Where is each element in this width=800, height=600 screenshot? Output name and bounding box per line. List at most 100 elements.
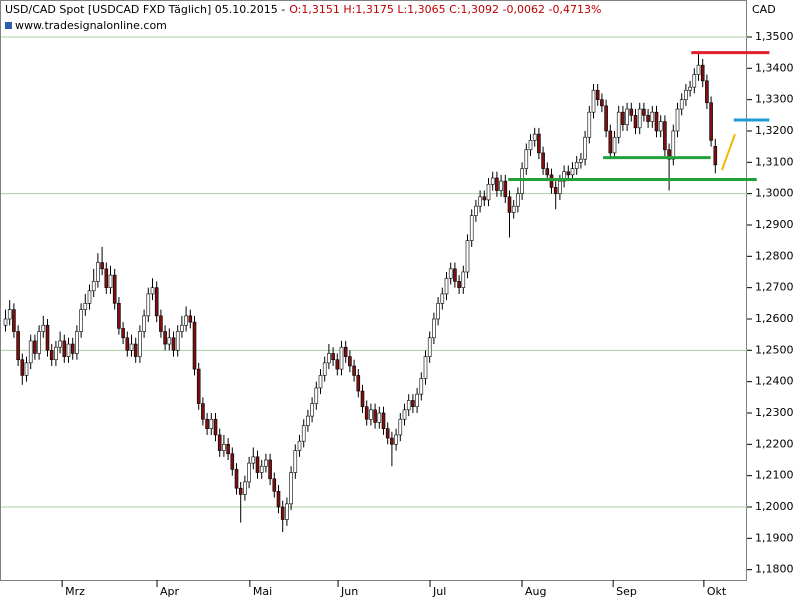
y-axis-label: CAD xyxy=(752,3,776,16)
y-tick-label: 1,2200 xyxy=(755,437,794,450)
candle-body xyxy=(272,478,277,492)
candle-body xyxy=(532,133,537,141)
y-tick-label: 1,3500 xyxy=(755,30,794,43)
y-tick-label: 1,2400 xyxy=(755,375,794,388)
candle-body xyxy=(62,340,67,357)
candle-body xyxy=(679,99,684,110)
candle-body xyxy=(255,456,260,473)
candle-body xyxy=(167,337,172,345)
x-tick-label: Aug xyxy=(525,585,546,598)
candle-body xyxy=(7,309,12,320)
trend-line xyxy=(720,133,736,171)
candle-body xyxy=(150,287,155,295)
candle-body xyxy=(230,453,235,470)
candle-body xyxy=(142,315,146,332)
candle-body xyxy=(444,277,449,295)
candle-body xyxy=(125,337,130,351)
candle-body xyxy=(213,418,218,436)
candle-body xyxy=(75,331,79,354)
candle-body xyxy=(12,309,16,332)
candle-body xyxy=(96,262,100,282)
candle-body xyxy=(490,177,495,185)
candle-body xyxy=(583,136,587,160)
y-tick-label: 1,2900 xyxy=(755,218,794,231)
candle-body xyxy=(222,444,226,451)
candle-body xyxy=(381,412,386,429)
candle-body xyxy=(184,315,188,326)
candle-body xyxy=(705,80,709,104)
candle-body xyxy=(16,331,20,361)
candle-body xyxy=(688,86,692,91)
candle-body xyxy=(633,115,638,129)
candle-body xyxy=(154,287,159,317)
candle-body xyxy=(591,89,596,113)
candle-body xyxy=(87,290,92,304)
candle-body xyxy=(566,171,571,176)
candle-body xyxy=(264,459,268,467)
candle-body xyxy=(364,406,369,420)
y-tick-label: 1,3100 xyxy=(755,155,794,168)
candle-body xyxy=(259,465,264,473)
candle-body xyxy=(629,108,634,116)
candle-body xyxy=(133,343,138,357)
candle-body xyxy=(646,115,650,122)
candle-body xyxy=(301,425,306,442)
candle-body xyxy=(612,136,617,154)
candle-body xyxy=(322,362,327,376)
candle-body xyxy=(28,340,33,364)
candle-body xyxy=(108,274,113,288)
candle-body xyxy=(663,121,667,151)
candle-body xyxy=(49,350,54,361)
candle-body xyxy=(285,503,289,520)
candle-body xyxy=(293,450,298,473)
candle-body xyxy=(314,387,319,404)
candle-body xyxy=(335,359,340,370)
source: www.tradesignalonline.com xyxy=(15,19,167,32)
candle-body xyxy=(318,375,323,389)
candle-body xyxy=(642,108,646,116)
candle-body xyxy=(465,240,470,273)
candle-body xyxy=(83,303,88,310)
candle-body xyxy=(280,506,285,520)
candle-body xyxy=(70,343,75,354)
candle-body xyxy=(713,146,718,166)
candle-body xyxy=(524,149,529,169)
plot-frame xyxy=(0,0,747,581)
candle-body xyxy=(54,346,58,361)
candle-body xyxy=(180,324,184,332)
candle-body xyxy=(297,440,302,451)
candle-body xyxy=(423,356,428,379)
candle-body xyxy=(159,315,163,332)
candle-body xyxy=(432,318,436,339)
candle-body xyxy=(289,472,293,505)
candle-body xyxy=(616,111,621,138)
candle-body xyxy=(528,140,533,151)
candle-body xyxy=(3,318,8,326)
y-tick-label: 1,3000 xyxy=(755,187,794,200)
candle-body xyxy=(306,415,310,426)
candle-body xyxy=(574,162,579,169)
candle-body xyxy=(209,418,214,429)
candle-body xyxy=(217,434,222,451)
candle-body xyxy=(58,340,62,348)
candle-body xyxy=(700,64,705,82)
candle-body xyxy=(45,324,50,351)
candle-body xyxy=(621,111,625,126)
candle-body xyxy=(352,365,356,376)
y-tick-label: 1,3400 xyxy=(755,61,794,74)
x-tick-label: Sep xyxy=(616,585,637,598)
candle-body xyxy=(196,368,201,404)
x-tick-label: Jul xyxy=(432,585,446,598)
y-tick-label: 1,3300 xyxy=(755,93,794,106)
candle-body xyxy=(41,324,46,332)
candle-body xyxy=(516,193,520,207)
candle-body xyxy=(520,168,524,194)
candle-body xyxy=(356,375,361,392)
quote-text: O:1,3151 H:1,3175 L:1,3065 C:1,3092 -0,0… xyxy=(289,3,601,16)
candle-body xyxy=(339,346,344,370)
candle-body xyxy=(562,171,566,182)
candle-body xyxy=(650,111,655,122)
candle-body xyxy=(511,205,516,213)
candle-body xyxy=(205,418,209,429)
